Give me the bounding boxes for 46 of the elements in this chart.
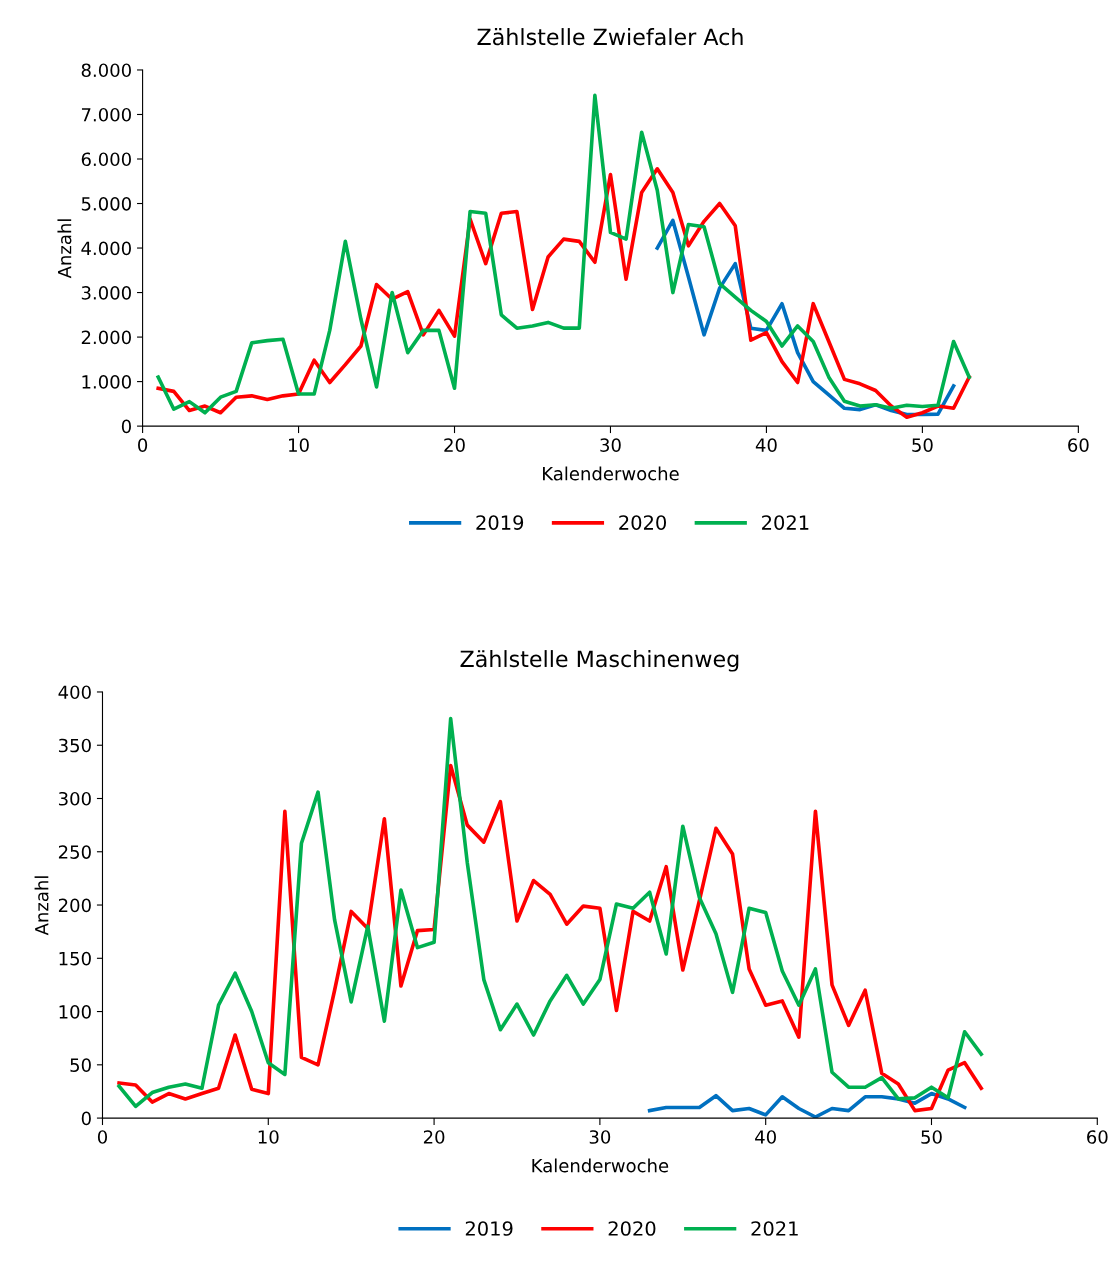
x-tick-label: 50 bbox=[912, 438, 933, 452]
y-tick-label: 100 bbox=[59, 1005, 91, 1019]
y-tick-label: 4.000 bbox=[81, 241, 131, 256]
y-tick-label: 7.000 bbox=[81, 107, 131, 122]
x-tick-label: 20 bbox=[444, 438, 465, 452]
y-tick-label: 0 bbox=[81, 1111, 91, 1126]
y-tick-label: 350 bbox=[58, 738, 91, 753]
line-series bbox=[647, 1091, 967, 1119]
y-tick-label: 250 bbox=[58, 845, 91, 859]
x-tick-label: 60 bbox=[1068, 438, 1089, 452]
x-tick-label: 40 bbox=[755, 1130, 776, 1144]
y-tick-label: 0 bbox=[121, 419, 131, 434]
line-series bbox=[156, 93, 971, 415]
x-tick-label: 10 bbox=[258, 1130, 279, 1144]
x-tick-label: 30 bbox=[600, 438, 621, 452]
y-tick-label: 5.000 bbox=[81, 196, 131, 211]
y-tick-label: 400 bbox=[58, 685, 91, 700]
y-tick-label: 150 bbox=[59, 951, 91, 966]
legend-label: 2020 bbox=[608, 1221, 656, 1236]
legend-label: 2021 bbox=[751, 1221, 798, 1236]
x-tick-label: 50 bbox=[921, 1130, 942, 1144]
y-tick-label: 50 bbox=[70, 1058, 91, 1072]
x-tick-label: 0 bbox=[138, 438, 148, 452]
x-axis-title: Kalenderwoche bbox=[532, 1158, 669, 1173]
x-tick-label: 60 bbox=[1087, 1130, 1108, 1144]
line-series bbox=[156, 166, 971, 420]
legend-label: 2021 bbox=[762, 515, 809, 530]
y-axis-title: Anzahl bbox=[34, 876, 49, 936]
x-tick-label: 20 bbox=[423, 1130, 445, 1144]
y-tick-label: 1.000 bbox=[82, 375, 131, 389]
y-tick-label: 200 bbox=[58, 898, 91, 913]
y-tick-label: 6.000 bbox=[81, 152, 131, 167]
y-tick-label: 3.000 bbox=[81, 286, 131, 300]
x-tick-label: 30 bbox=[589, 1130, 611, 1144]
y-tick-label: 8.000 bbox=[81, 63, 131, 78]
y-tick-label: 300 bbox=[58, 791, 91, 806]
x-axis-title: Kalenderwoche bbox=[543, 466, 679, 481]
chart-title: Zählstelle Maschinenweg bbox=[460, 650, 739, 672]
x-tick-label: 40 bbox=[755, 438, 777, 452]
legend-label: 2019 bbox=[465, 1221, 513, 1236]
y-axis-title: Anzahl bbox=[57, 219, 72, 279]
chart-title: Zählstelle Zwiefaler Ach bbox=[477, 28, 743, 46]
y-tick-label: 2.000 bbox=[81, 330, 131, 345]
x-tick-label: 10 bbox=[289, 438, 309, 452]
legend-label: 2020 bbox=[619, 515, 667, 530]
legend-label: 2019 bbox=[476, 515, 524, 530]
